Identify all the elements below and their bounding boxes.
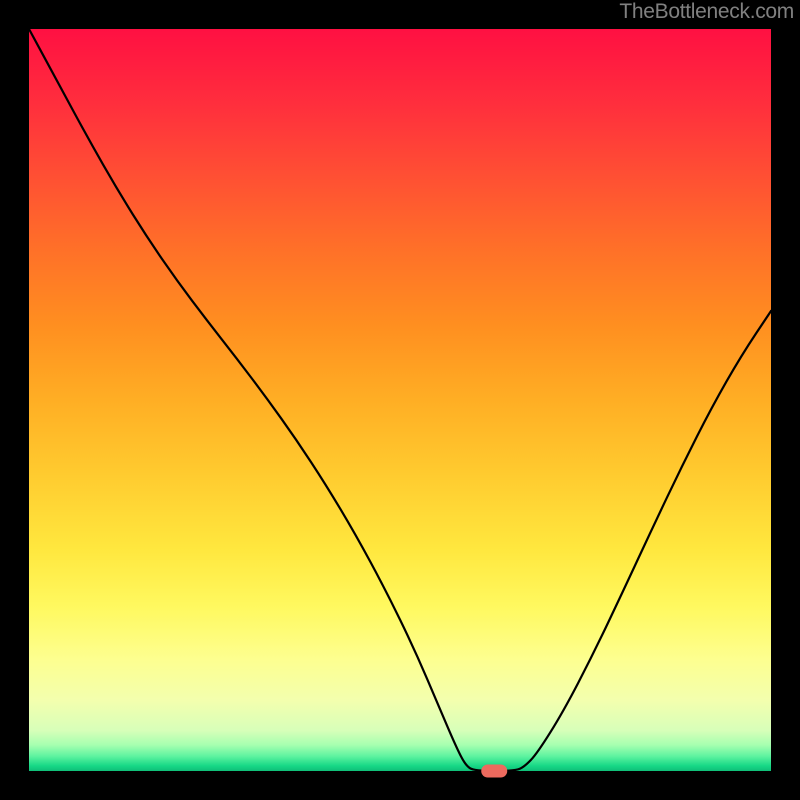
bottleneck-chart bbox=[0, 0, 800, 800]
plot-background bbox=[29, 29, 771, 771]
chart-frame: TheBottleneck.com bbox=[0, 0, 800, 800]
attribution-label: TheBottleneck.com bbox=[619, 0, 794, 24]
optimum-marker bbox=[481, 765, 507, 778]
